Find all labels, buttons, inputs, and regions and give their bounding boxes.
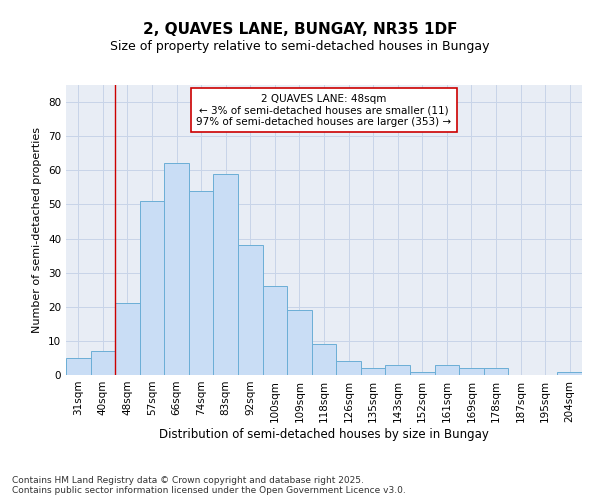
Bar [91,351,115,375]
Y-axis label: Number of semi-detached properties: Number of semi-detached properties [32,127,43,333]
Bar [189,191,214,375]
Bar [557,372,582,375]
Bar [115,304,140,375]
Bar [214,174,238,375]
Bar [410,372,434,375]
Bar [287,310,312,375]
Text: Size of property relative to semi-detached houses in Bungay: Size of property relative to semi-detach… [110,40,490,53]
Bar [312,344,336,375]
Bar [336,362,361,375]
Text: 2 QUAVES LANE: 48sqm
← 3% of semi-detached houses are smaller (11)
97% of semi-d: 2 QUAVES LANE: 48sqm ← 3% of semi-detach… [196,94,452,127]
Bar [140,201,164,375]
Text: Contains HM Land Registry data © Crown copyright and database right 2025.
Contai: Contains HM Land Registry data © Crown c… [12,476,406,495]
Bar [263,286,287,375]
Bar [238,246,263,375]
Bar [385,365,410,375]
Bar [164,164,189,375]
Bar [459,368,484,375]
Text: 2, QUAVES LANE, BUNGAY, NR35 1DF: 2, QUAVES LANE, BUNGAY, NR35 1DF [143,22,457,38]
Bar [361,368,385,375]
Bar [484,368,508,375]
Bar [434,365,459,375]
Bar [66,358,91,375]
X-axis label: Distribution of semi-detached houses by size in Bungay: Distribution of semi-detached houses by … [159,428,489,440]
